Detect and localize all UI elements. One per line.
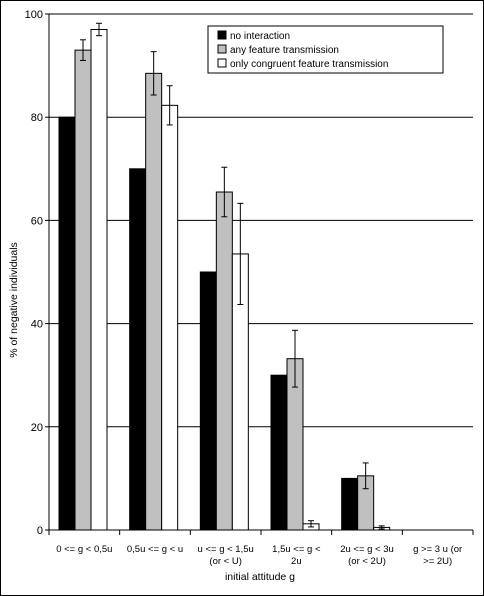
y-tick-label: 100 <box>25 9 43 21</box>
gridlines <box>49 13 473 428</box>
legend-swatch-any-feature <box>217 44 227 54</box>
legend-swatch-no-interaction <box>217 30 227 40</box>
bar <box>199 271 217 531</box>
y-tick-labels: 0 20 40 60 80 100 <box>25 9 43 537</box>
y-tick-label: 60 <box>31 215 43 227</box>
bar <box>90 28 108 531</box>
legend: no interaction any feature transmission … <box>207 25 444 74</box>
legend-label-congruent: only congruent feature transmission <box>230 59 388 70</box>
y-tick-label: 20 <box>31 422 43 434</box>
x-axis-title: initial attitude g <box>225 571 295 583</box>
x-tick-label: 0 <= g < 0,5u <box>56 544 112 555</box>
legend-label-no-interaction: no interaction <box>230 31 290 42</box>
x-tick-label: 2u <box>291 556 302 567</box>
bar <box>74 49 92 531</box>
bar <box>161 104 179 531</box>
x-tick-label: 0,5u <= g < u <box>127 544 183 555</box>
axes <box>45 13 474 535</box>
y-tick-label: 0 <box>37 525 43 537</box>
x-tick-label: u <= g < 1,5u <box>198 544 254 555</box>
bars <box>58 28 391 531</box>
y-axis-title: % of negative individuals <box>8 242 20 358</box>
bar <box>58 116 76 531</box>
x-tick-label: (or < 2U) <box>348 556 386 567</box>
legend-box <box>207 25 444 74</box>
error-bars <box>80 22 385 530</box>
y-tick-label: 40 <box>31 319 43 331</box>
bar <box>129 168 147 531</box>
x-tick-label: (or < U) <box>209 556 241 567</box>
bar <box>341 477 359 531</box>
x-tick-label: 2u <= g < 3u <box>340 544 394 555</box>
x-tick-label: 1,5u <= g < <box>272 544 321 555</box>
bar <box>270 374 288 531</box>
x-tick-label: >= 2U) <box>423 556 452 567</box>
legend-label-any-feature: any feature transmission <box>230 45 339 56</box>
y-tick-label: 80 <box>31 112 43 124</box>
legend-swatch-congruent <box>217 58 227 68</box>
bar <box>145 72 163 531</box>
bar <box>215 191 233 531</box>
x-tick-label: g >= 3 u (or <box>413 544 462 555</box>
